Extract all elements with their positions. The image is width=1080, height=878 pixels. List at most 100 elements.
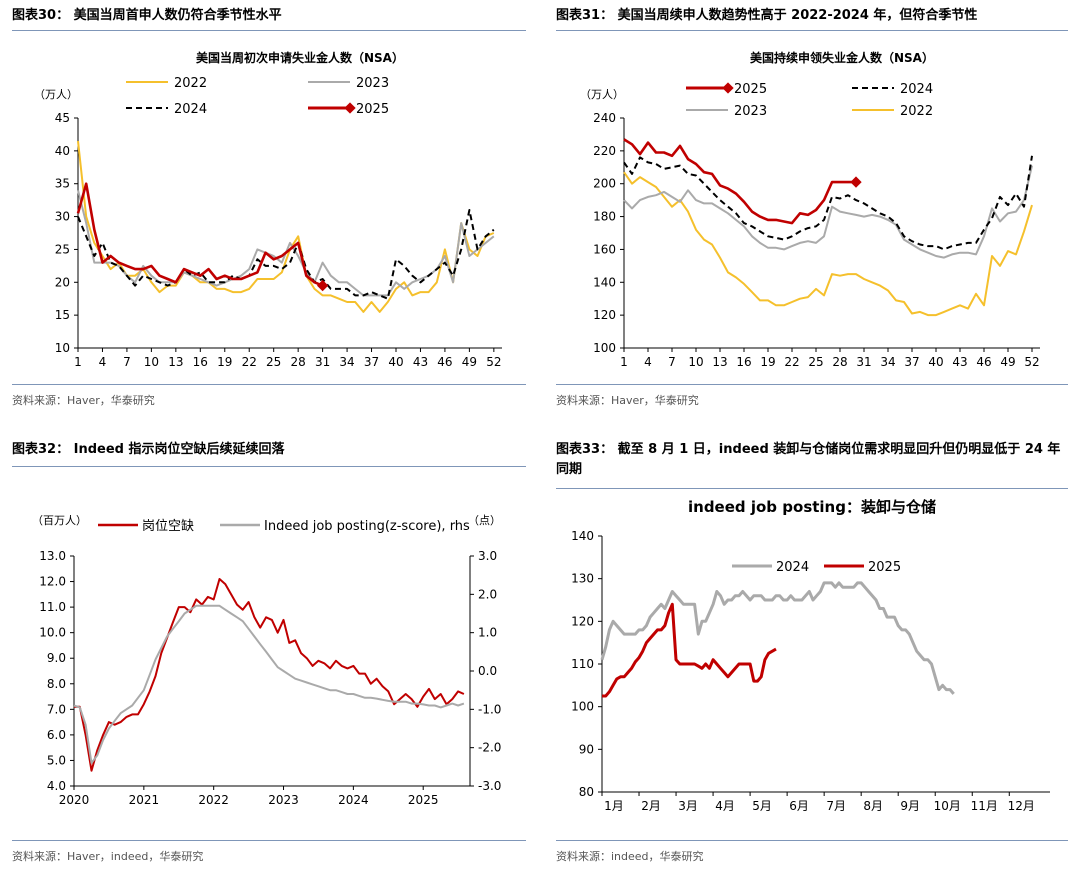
x-tick-label: 1月 <box>604 799 624 813</box>
panel-32: 图表32： Indeed 指示岗位空缺后续延续回落 （百万人） （点） 4.0 5.0… <box>12 440 526 870</box>
legend-label: 2025 <box>868 560 901 575</box>
y-tick-label-left: 8.0 <box>47 677 66 691</box>
x-tick-label: 13 <box>168 355 183 369</box>
y-tick-label: 90 <box>579 742 594 756</box>
title-rule <box>12 466 526 467</box>
x-tick-label: 12月 <box>1008 799 1035 813</box>
x-tick-label: 7 <box>123 355 131 369</box>
footer-rule <box>556 384 1068 385</box>
y-tick-label: 220 <box>593 144 616 158</box>
legend-label: 2024 <box>174 102 207 117</box>
y-tick-label-right: 3.0 <box>478 549 497 563</box>
x-tick-label: 10月 <box>934 799 961 813</box>
panel-30: 图表30： 美国当周首申人数仍符合季节性水平 美国当周初次申请失业金人数（NSA… <box>12 6 526 408</box>
x-tick-label: 2020 <box>59 793 90 807</box>
x-tick-label: 2022 <box>198 793 229 807</box>
x-tick-label: 19 <box>760 355 775 369</box>
x-tick-label: 46 <box>976 355 991 369</box>
x-tick-label: 40 <box>928 355 943 369</box>
x-tick-label: 49 <box>462 355 477 369</box>
x-tick-label: 43 <box>413 355 428 369</box>
x-tick-label: 22 <box>784 355 799 369</box>
x-tick-label: 2024 <box>338 793 369 807</box>
series-line-2025 <box>602 602 777 698</box>
y-tick-label-left: 12.0 <box>39 575 66 589</box>
chart-job-openings: （百万人） （点） 4.0 5.0 6.0 7.0 8.0 9.0 10.0 11.0 12.0 13… <box>32 514 501 807</box>
x-tick-label: 34 <box>880 355 895 369</box>
y-tick-label: 20 <box>55 275 70 289</box>
series-line-2024 <box>623 155 1033 251</box>
series-line-2024 <box>77 209 495 300</box>
panel-title: 图表30： 美国当周首申人数仍符合季节性水平 <box>12 8 282 23</box>
y-tick-label: 110 <box>571 657 594 671</box>
y-tick-label-right: 1.0 <box>478 626 497 640</box>
y-axis-label-right: （点） <box>468 514 501 527</box>
y-tick-label: 240 <box>593 111 616 125</box>
x-tick-label: 31 <box>856 355 871 369</box>
y-tick-label-right: 0.0 <box>478 664 497 678</box>
footer-rule <box>12 840 526 841</box>
x-tick-label: 52 <box>486 355 501 369</box>
chart-title: 美国当周初次申请失业金人数（NSA） <box>196 50 404 65</box>
x-tick-label: 22 <box>242 355 257 369</box>
x-tick-label: 16 <box>736 355 751 369</box>
x-tick-label: 7月 <box>826 799 846 813</box>
panel-33: 图表33： 截至 8 月 1 日，indeed 装卸与仓储岗位需求明显回升但仍明… <box>556 440 1068 870</box>
x-tick-label: 10 <box>144 355 159 369</box>
y-tick-label-left: 10.0 <box>39 626 66 640</box>
y-tick-label: 25 <box>55 242 70 256</box>
x-tick-label: 5月 <box>752 799 772 813</box>
y-tick-label-left: 4.0 <box>47 779 66 793</box>
series-line-2025 <box>76 182 324 287</box>
x-tick-label: 28 <box>832 355 847 369</box>
x-tick-label: 13 <box>712 355 727 369</box>
y-tick-label-right: -1.0 <box>478 702 501 716</box>
y-tick-label: 200 <box>593 177 616 191</box>
chart-title: indeed job posting：装卸与仓储 <box>688 498 936 516</box>
x-tick-label: 2023 <box>268 793 299 807</box>
title-rule <box>556 30 1068 31</box>
title-rule <box>12 30 526 31</box>
series-line-2024 <box>600 581 955 695</box>
source-note: 资料来源：Haver，华泰研究 <box>556 394 699 407</box>
legend-label: 2025 <box>356 102 389 117</box>
series-end-marker <box>316 279 329 292</box>
y-axis-label-left: （百万人） <box>32 514 87 527</box>
series-line-2022 <box>623 171 1033 317</box>
series-line-2023 <box>623 165 1033 259</box>
y-tick-label-right: 2.0 <box>478 587 497 601</box>
legend-label: 2023 <box>734 104 767 119</box>
x-tick-label: 3月 <box>678 799 698 813</box>
legend-label: 2024 <box>776 560 809 575</box>
series-line-2025 <box>623 138 856 225</box>
x-tick-label: 28 <box>291 355 306 369</box>
legend-label: 2022 <box>900 104 933 119</box>
x-tick-label: 49 <box>1000 355 1015 369</box>
x-tick-label: 52 <box>1024 355 1039 369</box>
y-tick-label-left: 7.0 <box>47 702 66 716</box>
y-tick-label: 140 <box>571 529 594 543</box>
x-tick-label: 31 <box>315 355 330 369</box>
legend-marker <box>722 82 734 94</box>
x-tick-label: 11月 <box>971 799 998 813</box>
source-note: 资料来源：Haver，华泰研究 <box>12 394 155 407</box>
y-tick-label-left: 11.0 <box>39 600 66 614</box>
y-tick-label: 140 <box>593 275 616 289</box>
x-tick-label: 2025 <box>408 793 439 807</box>
source-note: 资料来源：Haver，indeed，华泰研究 <box>12 850 204 863</box>
x-tick-label: 37 <box>364 355 379 369</box>
source-note: 资料来源：indeed，华泰研究 <box>556 850 704 863</box>
series-line-Indeedjobpostingzscorerhs <box>73 604 465 764</box>
x-tick-label: 1 <box>74 355 82 369</box>
footer-rule <box>12 384 526 385</box>
legend-label: 岗位空缺 <box>142 519 194 534</box>
y-tick-label: 40 <box>55 144 70 158</box>
y-tick-label-right: -3.0 <box>478 779 501 793</box>
x-tick-label: 10 <box>688 355 703 369</box>
y-tick-label: 180 <box>593 210 616 224</box>
y-tick-label-left: 9.0 <box>47 651 66 665</box>
x-tick-label: 25 <box>266 355 281 369</box>
y-tick-label: 120 <box>593 308 616 322</box>
x-tick-label: 9月 <box>900 799 920 813</box>
x-tick-label: 43 <box>952 355 967 369</box>
